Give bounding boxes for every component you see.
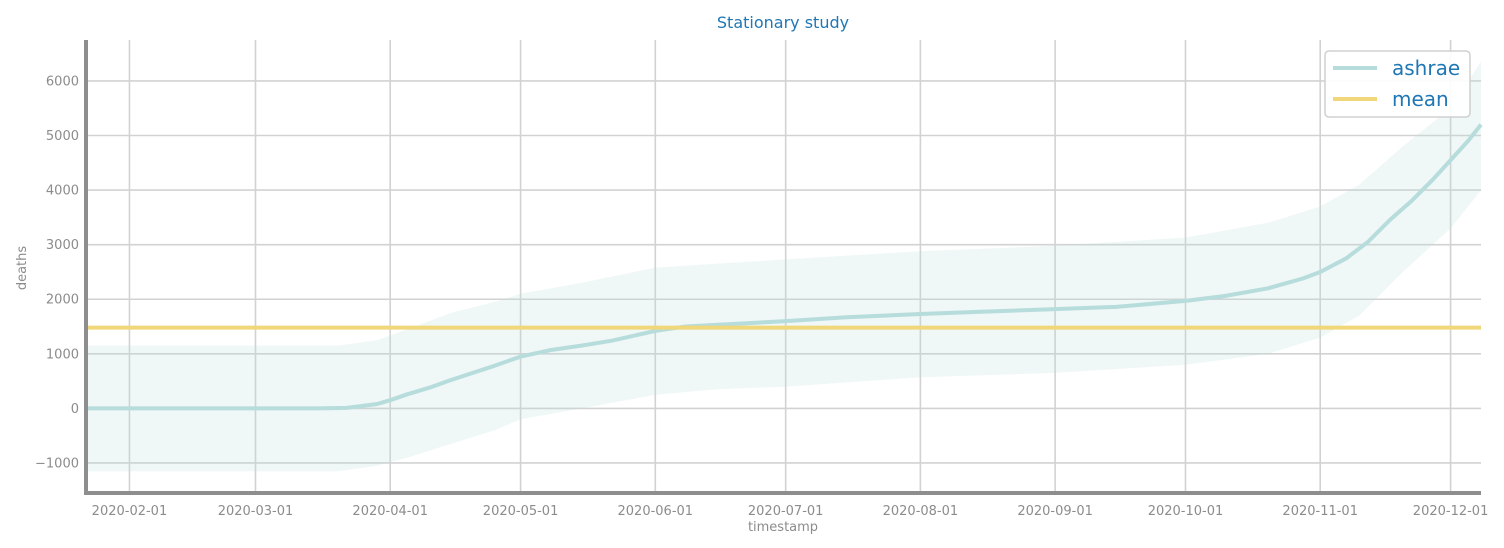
chart-title: Stationary study [717, 13, 849, 32]
x-tick-label: 2020-08-01 [883, 504, 959, 519]
legend: ashrae mean [1324, 50, 1471, 118]
x-tick-label: 2020-05-01 [483, 504, 559, 519]
grid [86, 40, 1481, 493]
y-tick-label: 2000 [46, 293, 79, 308]
x-tick-labels: 2020-02-01 2020-03-01 2020-04-01 2020-05-01… [92, 504, 1489, 519]
y-axis-label: deaths [15, 246, 30, 291]
axes [84, 40, 1481, 495]
x-tick-label: 2020-06-01 [618, 504, 694, 519]
legend-label-ashrae: ashrae [1392, 56, 1460, 80]
ashrae-line [86, 123, 1483, 411]
y-tick-label: 6000 [46, 74, 79, 89]
y-tick-label: 1000 [46, 347, 79, 362]
x-tick-label: 2020-02-01 [92, 504, 168, 519]
confidence-band [86, 61, 1481, 472]
x-tick-label: 2020-12-01 [1413, 504, 1489, 519]
x-tick-label: 2020-11-01 [1282, 504, 1358, 519]
y-tick-label: −1000 [35, 456, 79, 471]
legend-label-mean: mean [1392, 87, 1449, 111]
x-axis-label: timestamp [748, 520, 818, 535]
y-tick-label: 3000 [46, 238, 79, 253]
x-tick-label: 2020-03-01 [218, 504, 294, 519]
ashrae-band [86, 61, 1481, 472]
x-tick-label: 2020-04-01 [352, 504, 428, 519]
series-lines [86, 123, 1483, 411]
x-tick-label: 2020-07-01 [748, 504, 824, 519]
y-tick-label: 4000 [46, 184, 79, 199]
x-tick-label: 2020-10-01 [1148, 504, 1224, 519]
y-tick-label: 0 [71, 402, 79, 417]
x-tick-label: 2020-09-01 [1017, 504, 1093, 519]
y-tick-label: 5000 [46, 129, 79, 144]
y-tick-labels: −1000 0 1000 2000 3000 4000 5000 6000 [35, 74, 79, 471]
